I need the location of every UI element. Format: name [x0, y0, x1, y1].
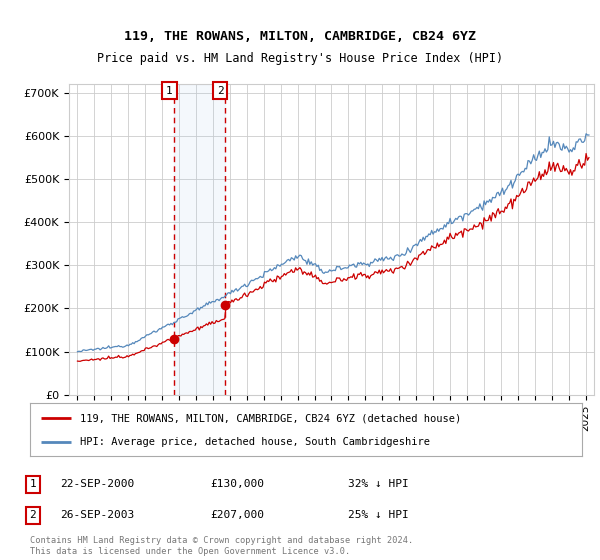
Text: £207,000: £207,000: [210, 510, 264, 520]
Text: 25% ↓ HPI: 25% ↓ HPI: [348, 510, 409, 520]
Bar: [175, 84, 226, 395]
Text: 1: 1: [29, 479, 37, 489]
Text: Price paid vs. HM Land Registry's House Price Index (HPI): Price paid vs. HM Land Registry's House …: [97, 52, 503, 66]
Text: HPI: Average price, detached house, South Cambridgeshire: HPI: Average price, detached house, Sout…: [80, 436, 430, 446]
Text: 1: 1: [166, 86, 173, 96]
Text: 2: 2: [29, 510, 37, 520]
Text: 119, THE ROWANS, MILTON, CAMBRIDGE, CB24 6YZ: 119, THE ROWANS, MILTON, CAMBRIDGE, CB24…: [124, 30, 476, 43]
Text: Contains HM Land Registry data © Crown copyright and database right 2024.
This d: Contains HM Land Registry data © Crown c…: [30, 536, 413, 556]
Text: 2: 2: [217, 86, 224, 96]
Text: £130,000: £130,000: [210, 479, 264, 489]
Text: 32% ↓ HPI: 32% ↓ HPI: [348, 479, 409, 489]
Text: 26-SEP-2003: 26-SEP-2003: [60, 510, 134, 520]
Text: 22-SEP-2000: 22-SEP-2000: [60, 479, 134, 489]
Text: 119, THE ROWANS, MILTON, CAMBRIDGE, CB24 6YZ (detached house): 119, THE ROWANS, MILTON, CAMBRIDGE, CB24…: [80, 413, 461, 423]
